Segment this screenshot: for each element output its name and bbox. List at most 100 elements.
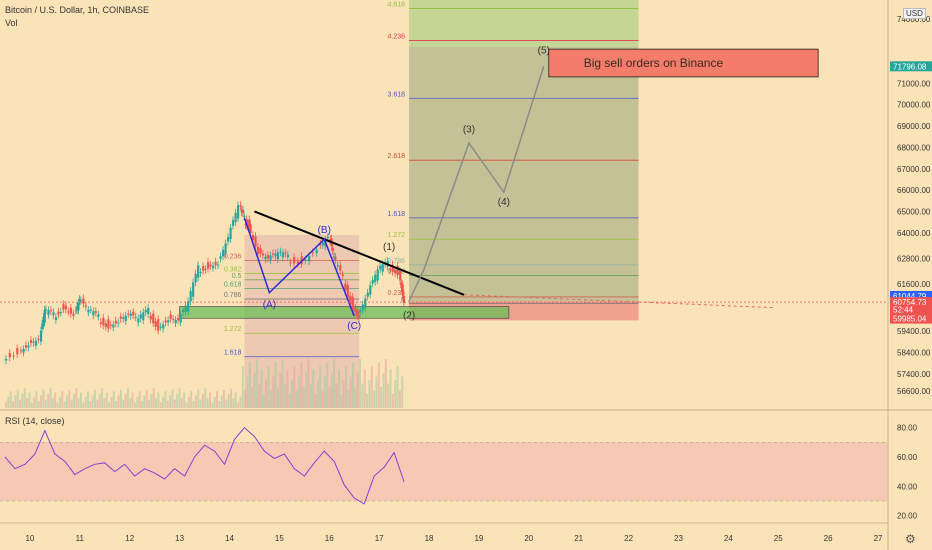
candle-body — [164, 320, 167, 323]
candle-body — [194, 273, 197, 283]
fib-level-label: 0.786 — [388, 258, 406, 265]
candle-body — [239, 205, 242, 207]
candle-body — [129, 313, 132, 316]
fib-level-label: 1.272 — [388, 232, 406, 239]
candle-body — [356, 309, 359, 316]
volume-bar — [47, 394, 50, 408]
candle-body — [132, 311, 135, 316]
volume-bar — [28, 392, 31, 408]
fib-level-label: 1.618 — [224, 350, 242, 357]
volume-bar — [227, 394, 230, 408]
time-tick-label: 11 — [76, 534, 85, 543]
volume-bar — [112, 391, 115, 408]
candle-body — [234, 212, 237, 223]
volume-bar — [370, 366, 373, 408]
volume-bar — [84, 396, 87, 408]
candle-body — [74, 310, 78, 312]
candle-body — [256, 247, 260, 254]
candle-body — [304, 259, 307, 261]
volume-bar — [267, 366, 270, 408]
candle-body — [261, 253, 265, 256]
volume-bar — [284, 383, 287, 408]
volume-bar — [187, 396, 190, 408]
candle-body — [389, 268, 392, 271]
price-tick-label: 68000.00 — [897, 143, 931, 152]
volume-bar — [148, 399, 151, 408]
price-tick-label: 70000.00 — [897, 101, 931, 110]
volume-bar — [253, 373, 256, 408]
candle-body — [284, 252, 287, 254]
volume-label[interactable]: Vol — [5, 18, 18, 28]
volume-bar — [26, 398, 29, 408]
volume-bar — [276, 387, 279, 408]
volume-bar — [117, 395, 120, 408]
gear-icon[interactable]: ⚙ — [905, 532, 916, 546]
volume-bar — [314, 394, 317, 408]
volume-bar — [199, 399, 202, 408]
rsi-indicator-title[interactable]: RSI (14, close) — [5, 416, 65, 426]
candle-body — [34, 340, 38, 346]
rsi-tick-label: 40.00 — [897, 482, 918, 491]
candle-body — [269, 255, 272, 261]
candle-body — [359, 310, 362, 313]
volume-bar — [401, 376, 404, 408]
volume-bar — [352, 362, 355, 408]
volume-bar — [19, 399, 22, 408]
candle-body — [349, 295, 352, 305]
candle-body — [97, 314, 100, 317]
volume-bar — [35, 391, 38, 408]
fib-level-label: 0.236 — [388, 290, 406, 297]
candle-body — [12, 355, 15, 357]
volume-bar — [145, 389, 148, 408]
candle-body — [254, 236, 257, 248]
currency-label[interactable]: USD — [903, 8, 926, 19]
candle-body — [374, 274, 377, 282]
candle-body — [354, 307, 357, 312]
candle-body — [27, 345, 30, 348]
candle-body — [341, 274, 344, 276]
volume-bar — [197, 389, 200, 408]
volume-bar — [37, 401, 40, 408]
candle-body — [231, 220, 235, 226]
volume-bar — [234, 392, 237, 408]
candle-body — [139, 314, 142, 319]
volume-bar — [330, 373, 333, 408]
candle-body — [32, 341, 35, 343]
time-tick-label: 13 — [175, 534, 184, 543]
candle-body — [266, 254, 270, 259]
time-tick-label: 26 — [824, 534, 833, 543]
candle-body — [344, 283, 347, 291]
volume-bar — [77, 398, 80, 408]
candle-body — [102, 317, 105, 326]
candle-body — [224, 243, 227, 254]
time-tick-label: 10 — [25, 534, 34, 543]
candle-body — [76, 306, 79, 311]
candle-body — [62, 304, 65, 310]
candle-body — [42, 316, 45, 326]
time-tick-label: 27 — [874, 534, 883, 543]
candle-body — [82, 298, 85, 304]
volume-bar — [220, 395, 223, 408]
volume-bar — [150, 394, 153, 408]
volume-bar — [42, 389, 45, 408]
volume-bar — [133, 402, 136, 408]
price-tick-label: 62800.00 — [897, 254, 931, 263]
candle-body — [29, 340, 33, 343]
candle-body — [137, 318, 140, 323]
volume-bar — [279, 373, 282, 408]
volume-bar — [176, 394, 179, 408]
candle-body — [289, 262, 292, 264]
volume-bar — [326, 362, 329, 408]
volume-bar — [373, 390, 376, 408]
volume-bar — [293, 366, 296, 408]
volume-bar — [251, 387, 254, 408]
volume-bar — [33, 396, 36, 408]
symbol-title[interactable]: Bitcoin / U.S. Dollar, 1h, COINBASE — [5, 5, 150, 15]
candle-body — [172, 318, 175, 320]
candle-body — [240, 209, 243, 213]
volume-bar — [98, 394, 101, 408]
fib-level-label: 0.5 — [232, 273, 242, 280]
candle-body — [244, 223, 247, 225]
wave-label: (A) — [263, 300, 276, 311]
